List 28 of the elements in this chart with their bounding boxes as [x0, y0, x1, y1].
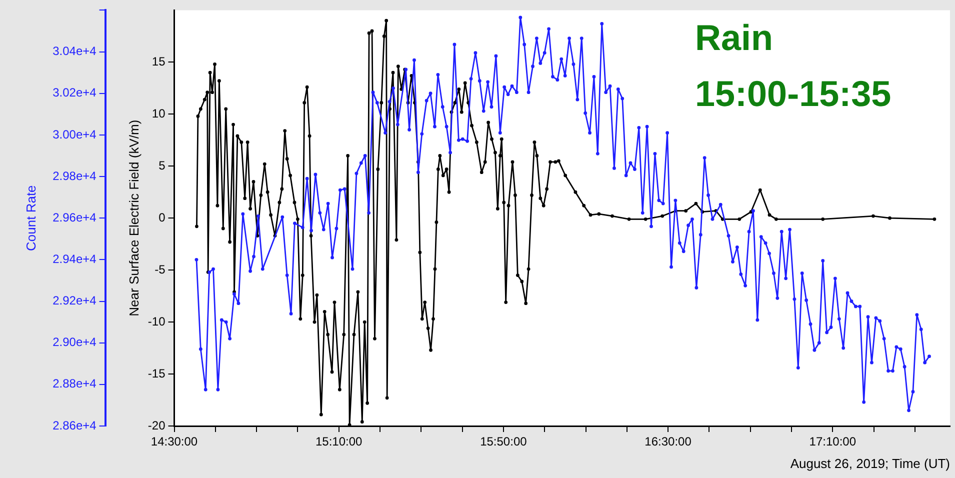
- y2-tick-label: 2.92e+4: [52, 294, 97, 308]
- y-tick-label: 10: [152, 106, 166, 120]
- y2-tick-label: 2.98e+4: [52, 168, 97, 183]
- y-tick-label: -5: [154, 262, 166, 276]
- x-tick-label: 16:30:00: [644, 434, 692, 449]
- x-tick-label: 15:10:00: [316, 434, 363, 449]
- x-tick-label: 17:10:00: [809, 434, 856, 449]
- y-axis-title: Near Surface Electric Field (kV/m): [126, 120, 142, 316]
- y2-tick-label: 2.88e+4: [52, 376, 97, 391]
- y2-tick-label: 3.02e+4: [52, 86, 97, 100]
- y-tick-label: 0: [158, 210, 166, 224]
- annotation: 15:00-15:35: [695, 73, 892, 114]
- y2-tick-label: 2.94e+4: [52, 252, 97, 266]
- y-tick-label: -10: [148, 314, 166, 328]
- y2-tick-label: 2.96e+4: [52, 210, 97, 224]
- x-axis-title: August 26, 2019; Time (UT): [790, 456, 950, 471]
- y-tick-label: -20: [148, 418, 166, 432]
- y2-tick-label: 3.04e+4: [52, 44, 97, 58]
- x-tick-label: 15:50:00: [480, 434, 528, 449]
- annotation: Rain: [695, 17, 774, 58]
- y2-tick-label: 2.86e+4: [52, 418, 97, 432]
- y-tick-label: -15: [148, 366, 166, 380]
- y2-tick-label: 2.90e+4: [52, 335, 97, 350]
- y-tick-label: 15: [152, 54, 166, 68]
- y2-tick-label: 3.00e+4: [52, 127, 97, 142]
- x-tick-label: 14:30:00: [150, 434, 198, 449]
- y-tick-label: 5: [158, 158, 166, 172]
- y2-axis-title: Count Rate: [23, 185, 38, 251]
